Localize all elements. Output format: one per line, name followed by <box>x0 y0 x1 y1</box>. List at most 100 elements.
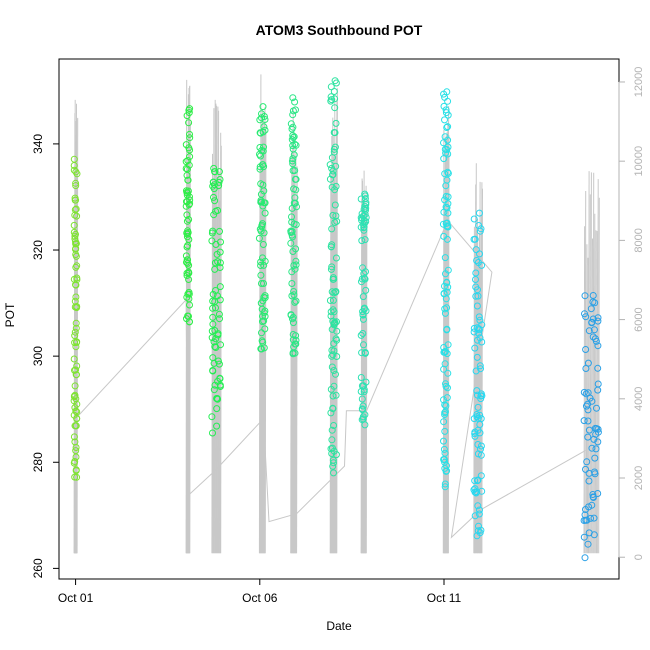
data-point <box>182 141 190 149</box>
data-point <box>291 98 299 106</box>
background-spike <box>211 153 213 554</box>
data-point <box>473 413 481 421</box>
data-point <box>328 164 336 172</box>
data-point <box>590 514 598 522</box>
data-point <box>472 283 480 291</box>
data-point <box>330 382 338 390</box>
data-point <box>211 168 219 176</box>
data-point <box>328 225 336 233</box>
data-point <box>441 458 449 466</box>
data-point <box>261 292 269 300</box>
secondary-y-tick-label: 4000 <box>633 387 645 411</box>
data-point <box>209 367 217 375</box>
data-point <box>478 338 486 346</box>
background-spike <box>598 197 600 554</box>
data-point <box>359 315 367 323</box>
data-point <box>209 429 216 437</box>
data-point <box>442 467 450 475</box>
data-point <box>329 211 337 219</box>
data-point <box>70 411 78 419</box>
data-point <box>71 382 79 390</box>
data-point <box>444 169 452 177</box>
data-point <box>329 405 337 413</box>
data-point <box>588 319 596 327</box>
data-point <box>72 407 80 415</box>
data-point <box>71 206 79 214</box>
data-point <box>584 540 592 548</box>
data-point <box>291 194 299 202</box>
secondary-y-tick-label: 6000 <box>633 307 645 331</box>
data-point <box>290 262 298 269</box>
data-point <box>70 459 78 467</box>
data-point <box>288 280 296 287</box>
data-point <box>292 336 300 344</box>
data-point <box>332 119 340 127</box>
data-point <box>471 512 479 520</box>
data-point <box>440 208 448 216</box>
data-point <box>261 312 269 320</box>
data-point <box>209 297 217 305</box>
data-point <box>183 165 191 173</box>
data-point <box>357 331 365 339</box>
data-point <box>361 349 369 356</box>
secondary-y-tick-label: 0 <box>633 554 645 560</box>
data-point <box>442 182 450 190</box>
data-point <box>591 454 599 462</box>
data-point <box>184 242 192 249</box>
data-point <box>183 112 191 120</box>
data-point <box>257 262 265 269</box>
data-point <box>72 319 80 327</box>
data-point <box>591 299 599 307</box>
data-point <box>259 202 267 210</box>
data-point <box>476 250 483 258</box>
background-spike <box>588 171 590 554</box>
data-point <box>72 395 80 403</box>
data-point <box>444 384 451 392</box>
data-point <box>213 422 221 430</box>
data-point <box>185 288 193 296</box>
background-spike <box>214 103 217 554</box>
data-point <box>327 93 335 101</box>
background-spike <box>586 257 589 554</box>
data-point <box>290 288 298 295</box>
data-point <box>288 136 296 144</box>
data-point <box>256 116 264 124</box>
data-point <box>440 102 448 110</box>
data-point <box>71 194 79 202</box>
data-point <box>443 279 451 287</box>
data-point <box>594 380 602 388</box>
data-point <box>73 170 81 178</box>
background-spike <box>596 230 598 554</box>
data-point <box>443 223 451 230</box>
data-point <box>443 124 451 131</box>
data-point <box>182 202 190 210</box>
data-point <box>291 349 299 357</box>
data-point <box>287 239 295 247</box>
data-point <box>216 264 224 271</box>
data-point <box>332 370 339 378</box>
data-point <box>186 301 193 309</box>
data-point <box>186 134 194 142</box>
data-point <box>582 365 590 372</box>
data-point <box>70 355 78 363</box>
data-point <box>288 268 296 276</box>
data-point <box>210 386 218 394</box>
data-point <box>260 163 268 171</box>
data-point <box>442 270 449 278</box>
data-point <box>186 105 194 113</box>
data-point <box>441 483 449 491</box>
data-point <box>475 325 483 333</box>
data-point <box>360 341 367 349</box>
chart-title: ATOM3 Southbound POT <box>256 22 423 38</box>
data-point <box>208 413 216 421</box>
data-point <box>359 264 367 272</box>
data-point <box>327 97 335 105</box>
data-point <box>440 348 448 356</box>
data-point <box>360 205 368 213</box>
background-spike <box>293 163 295 554</box>
data-point <box>72 422 80 430</box>
data-point <box>186 146 194 154</box>
data-point <box>592 337 600 345</box>
data-point <box>332 79 340 87</box>
